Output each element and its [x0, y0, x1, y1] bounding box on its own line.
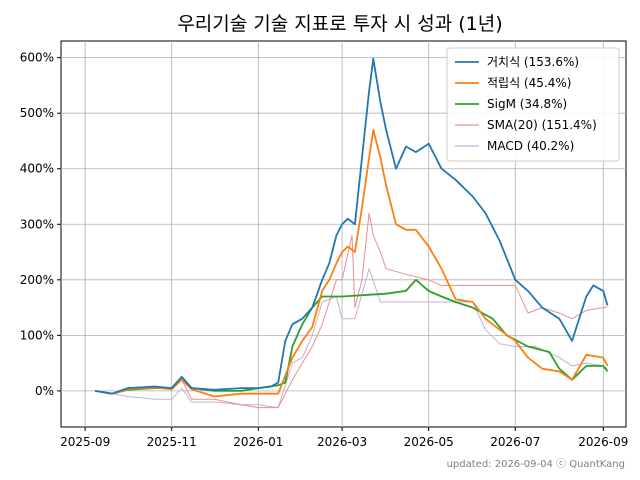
series-line-sma-20	[95, 212, 608, 409]
y-tick-label: 500%	[20, 106, 54, 120]
legend-label: SMA(20) (151.4%)	[487, 118, 597, 132]
y-axis: 0% 100% 200% 300% 400% 500% 600%	[20, 51, 61, 398]
x-tick-label: 2025-09	[60, 435, 110, 449]
legend-label: 거치식 (153.6%)	[487, 55, 579, 69]
legend-label: 적립식 (45.4%)	[487, 76, 571, 90]
series-lines	[94, 57, 609, 409]
y-tick-label: 600%	[20, 51, 54, 65]
x-axis: 2025-09 2025-11 2026-01 2026-03 2026-05 2026-…	[60, 427, 628, 449]
x-tick-label: 2026-05	[404, 435, 454, 449]
x-tick-label: 2026-09	[578, 435, 628, 449]
y-tick-label: 400%	[20, 162, 54, 176]
series-line-	[94, 129, 609, 398]
y-tick-label: 0%	[35, 384, 54, 398]
y-tick-label: 200%	[20, 273, 54, 287]
footer-credit: updated: 2026-09-04 ⓒ QuantKang	[447, 458, 625, 470]
series-line-	[94, 57, 609, 395]
x-tick-label: 2026-03	[317, 435, 367, 449]
chart-title: 우리기술 기술 지표로 투자 시 성과 (1년)	[177, 13, 502, 35]
x-tick-label: 2026-01	[233, 435, 283, 449]
y-tick-label: 100%	[20, 328, 54, 342]
y-tick-label: 300%	[20, 217, 54, 231]
x-tick-label: 2025-11	[147, 435, 197, 449]
legend-label: SigM (34.8%)	[487, 97, 567, 111]
legend-box	[446, 47, 620, 162]
legend-label: MACD (40.2%)	[487, 139, 574, 153]
x-tick-label: 2026-07	[490, 435, 540, 449]
legend: 거치식 (153.6%) 적립식 (45.4%) SigM (34.8%) SMA(2…	[446, 47, 620, 162]
